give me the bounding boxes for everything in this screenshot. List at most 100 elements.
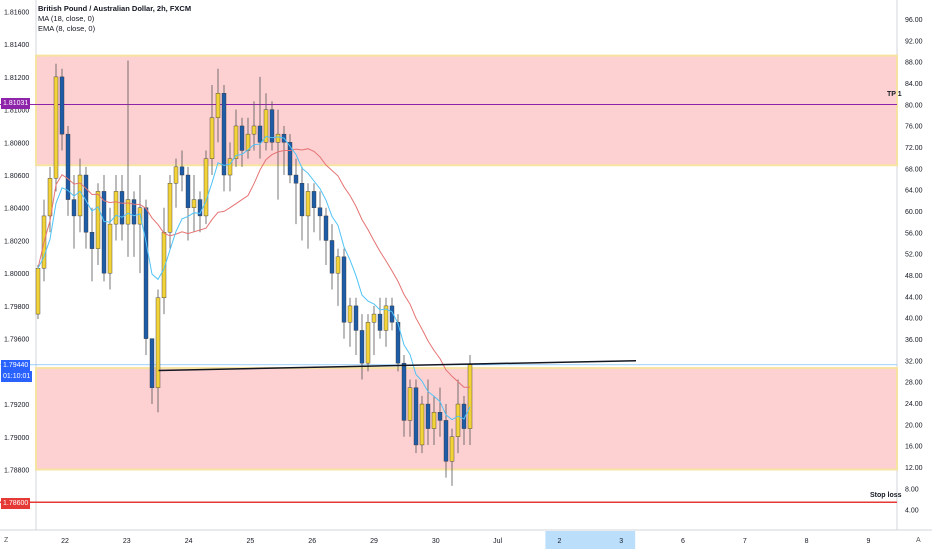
y-right-tick-label: 80.00 (905, 102, 923, 109)
y-right-tick-label: 56.00 (905, 230, 923, 237)
candle-body (191, 199, 197, 208)
candle-body (197, 199, 203, 217)
candle-body (311, 191, 317, 208)
y-left-tick-label: 1.79600 (4, 337, 29, 344)
time-axis-panel (0, 530, 932, 550)
y-left-tick-label: 1.80200 (4, 238, 29, 245)
right-axis-panel (897, 0, 932, 530)
candle-body (155, 297, 161, 388)
candle-body (119, 191, 125, 225)
y-left-tick-label: 1.80600 (4, 173, 29, 180)
trend-line (158, 359, 637, 372)
symbol-title: British Pound / Australian Dollar, 2h, F… (38, 4, 192, 13)
candle-body (89, 232, 95, 249)
candle-body (305, 191, 311, 217)
candle-body (65, 133, 71, 200)
y-left-tick-label: 1.80000 (4, 271, 29, 278)
y-left-tick-label: 1.81200 (4, 75, 29, 82)
y-right-tick-label: 52.00 (905, 252, 923, 259)
candle-body (185, 174, 191, 208)
candle-body (377, 313, 383, 331)
candle-body (329, 240, 335, 274)
candle-body (107, 223, 113, 274)
candle-body (263, 109, 269, 143)
y-left-tick-label: 1.79000 (4, 435, 29, 442)
candle-body (215, 93, 221, 118)
y-right-tick-label: 40.00 (905, 316, 923, 323)
stop-loss-label: Stop loss (870, 492, 902, 499)
tp-price-tag: 1.81031 (1, 98, 31, 109)
candle-body (437, 412, 443, 421)
y-right-tick-label: 36.00 (905, 337, 923, 344)
candle-body (251, 125, 257, 135)
candle-body (317, 207, 323, 217)
x-tick-label: 2 (557, 538, 561, 545)
x-tick-label: Jul (493, 538, 502, 545)
x-tick-label: 23 (123, 538, 131, 545)
ema-8-line (37, 135, 471, 421)
x-tick-label: 25 (247, 538, 255, 545)
candle-body (371, 313, 377, 323)
y-right-tick-label: 76.00 (905, 124, 923, 131)
y-right-tick-label: 68.00 (905, 166, 923, 173)
candle-body (173, 166, 179, 184)
x-tick-label: 22 (61, 538, 69, 545)
candle-body (347, 305, 353, 323)
y-right-tick-label: 96.00 (905, 17, 923, 24)
x-tick-label: 29 (370, 538, 378, 545)
y-left-tick-label: 1.80400 (4, 206, 29, 213)
y-right-tick-label: 32.00 (905, 358, 923, 365)
y-right-tick-label: 84.00 (905, 81, 923, 88)
candle-body (71, 199, 77, 217)
y-left-tick-label: 1.81000 (4, 108, 29, 115)
sl-price-tag: 1.78600 (1, 498, 31, 509)
candle-body (239, 125, 245, 151)
candle-body (413, 387, 419, 446)
candle-body (299, 183, 305, 217)
y-right-tick-label: 72.00 (905, 145, 923, 152)
candle-body (401, 362, 407, 421)
y-right-tick-label: 48.00 (905, 273, 923, 280)
auto-scale-corner[interactable]: A (916, 537, 921, 544)
y-left-tick-label: 1.79800 (4, 304, 29, 311)
candle-body (407, 387, 413, 421)
y-right-tick-label: 4.00 (905, 508, 919, 515)
candle-body (77, 174, 83, 217)
candle-body (179, 166, 185, 176)
candle-body (95, 191, 101, 249)
candle-body (455, 403, 461, 437)
y-right-tick-label: 44.00 (905, 294, 923, 301)
candle-body (443, 420, 449, 462)
candle-body (233, 125, 239, 159)
ema-legend: EMA (8, close, 0) (38, 24, 96, 33)
candle-body (323, 215, 329, 241)
chart-legend: British Pound / Australian Dollar, 2h, F… (38, 4, 191, 34)
candle-body (131, 199, 137, 225)
candle-body (467, 364, 473, 429)
supply-demand-zone (35, 367, 898, 471)
y-right-tick-label: 60.00 (905, 209, 923, 216)
x-tick-label: 30 (432, 538, 440, 545)
candle-body (461, 403, 467, 429)
left-axis-panel (0, 0, 36, 530)
x-tick-label: 8 (805, 538, 809, 545)
candle-body (59, 76, 65, 135)
y-right-tick-label: 64.00 (905, 188, 923, 195)
candle-body (287, 142, 293, 176)
candle-body (257, 125, 263, 143)
y-right-tick-label: 12.00 (905, 465, 923, 472)
candle-body (113, 191, 119, 225)
candle-body (389, 305, 395, 323)
chart-settings-corner[interactable]: Z (4, 537, 9, 544)
y-right-tick-label: 8.00 (905, 486, 919, 493)
candle-body (101, 191, 107, 274)
x-tick-label: 26 (308, 538, 316, 545)
candle-body (227, 158, 233, 176)
current-price-tag: 1.79440 (1, 360, 31, 371)
candle-body (209, 117, 215, 159)
candle-body (269, 109, 275, 143)
candle-body (425, 403, 431, 429)
candle-body (161, 232, 167, 298)
candle-body (341, 256, 347, 323)
